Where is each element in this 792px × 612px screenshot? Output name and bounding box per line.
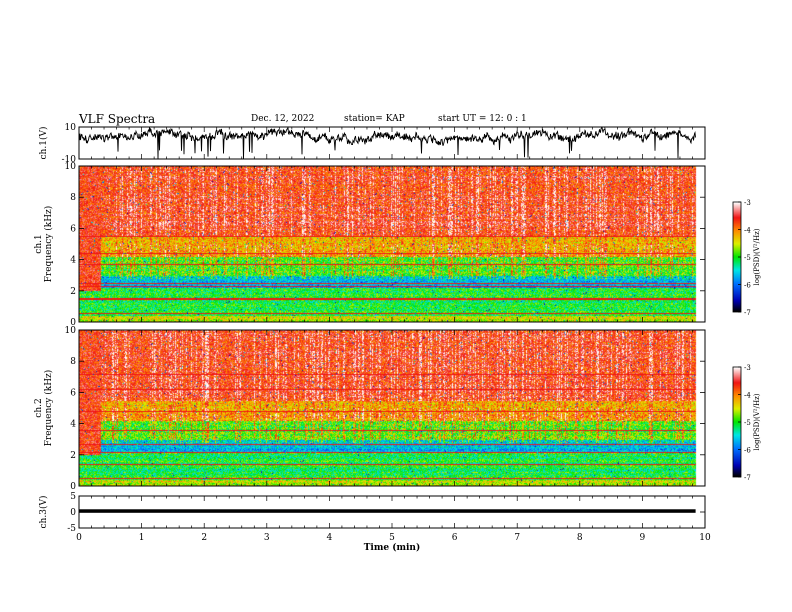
ch1-colorbar-label: log(PSD)(V²/Hz) xyxy=(753,228,761,285)
time-axis-label: Time (min) xyxy=(364,542,421,553)
ch2-spectrogram-ylabel: ch.2 xyxy=(34,398,44,417)
ch1-spectrogram-ytick-label: 10 xyxy=(65,162,77,172)
ch1-spectrogram-ylabel: ch.1 xyxy=(34,234,44,253)
ch1-spectrogram-image xyxy=(79,166,705,322)
ch2-colorbar-tick-label: -3 xyxy=(744,364,751,372)
ch1-spectrogram-ytick-label: 6 xyxy=(70,224,76,234)
time-tick-label: 7 xyxy=(514,533,520,543)
ch1-spectrogram-ytick-label: 2 xyxy=(70,287,76,297)
chart-title: VLF Spectra xyxy=(79,112,156,126)
ch3-waveform-band xyxy=(79,509,696,513)
ch1-colorbar-tick-label: -3 xyxy=(744,199,751,207)
ch2-colorbar-tick-label: -5 xyxy=(744,419,751,427)
time-tick-label: 0 xyxy=(76,533,82,543)
ch1-waveform-ytick-label: 10 xyxy=(65,123,77,133)
ch2-spectrogram-ytick-label: 2 xyxy=(70,451,76,461)
ch1-waveform-ylabel: ch.1(V) xyxy=(38,127,49,160)
time-tick-label: 6 xyxy=(452,533,458,543)
station-label: station= KAP xyxy=(344,114,405,124)
ch3-waveform-ytick-label: 0 xyxy=(70,508,76,518)
ch2-spectrogram-ytick-label: 8 xyxy=(70,357,76,367)
ch2-spectrogram-ytick-label: 10 xyxy=(65,326,77,336)
ch2-colorbar-tick-label: -7 xyxy=(744,474,751,482)
ch2-colorbar-tick-label: -6 xyxy=(744,447,751,455)
ch1-colorbar-tick-label: -5 xyxy=(744,254,751,262)
ch3-waveform-ylabel: ch.3(V) xyxy=(38,496,49,529)
ch2-colorbar-gradient xyxy=(733,367,741,477)
ch1-spectrogram-ytick-label: 0 xyxy=(70,318,76,328)
ch3-waveform-ytick-label: 5 xyxy=(70,492,76,502)
time-tick-label: 1 xyxy=(139,533,145,543)
ch1-waveform-line xyxy=(79,127,696,159)
ch2-spectrogram-ytick-label: 6 xyxy=(70,388,76,398)
ch1-colorbar-tick-label: -7 xyxy=(744,309,751,317)
time-tick-label: 10 xyxy=(699,533,711,543)
time-tick-label: 2 xyxy=(201,533,207,543)
ch1-colorbar-tick-label: -4 xyxy=(744,227,751,235)
ch3-waveform-ytick-label: -5 xyxy=(67,524,76,534)
time-tick-label: 9 xyxy=(640,533,646,543)
ch2-spectrogram-ytick-label: 0 xyxy=(70,482,76,492)
ch2-spectrogram-ylabel: Frequency (kHz) xyxy=(43,370,54,447)
ch2-spectrogram-image xyxy=(79,330,705,486)
ch1-spectrogram-ytick-label: 4 xyxy=(70,256,76,266)
ch1-spectrogram-ytick-label: 8 xyxy=(70,193,76,203)
time-tick-label: 3 xyxy=(264,533,270,543)
ch1-spectrogram-ylabel: Frequency (kHz) xyxy=(43,206,54,283)
ch1-waveform-ytick-label: -10 xyxy=(62,155,77,165)
time-tick-label: 4 xyxy=(327,533,333,543)
date-label: Dec. 12, 2022 xyxy=(251,114,315,124)
ch1-colorbar-tick-label: -6 xyxy=(744,282,751,290)
ch2-colorbar-label: log(PSD)(V²/Hz) xyxy=(753,393,761,450)
time-tick-label: 8 xyxy=(577,533,583,543)
ch2-spectrogram-ytick-label: 4 xyxy=(70,420,76,430)
time-tick-label: 5 xyxy=(389,533,395,543)
ch1-colorbar-gradient xyxy=(733,202,741,312)
ch2-colorbar-tick-label: -4 xyxy=(744,392,751,400)
start-time-label: start UT = 12: 0 : 1 xyxy=(438,114,527,124)
